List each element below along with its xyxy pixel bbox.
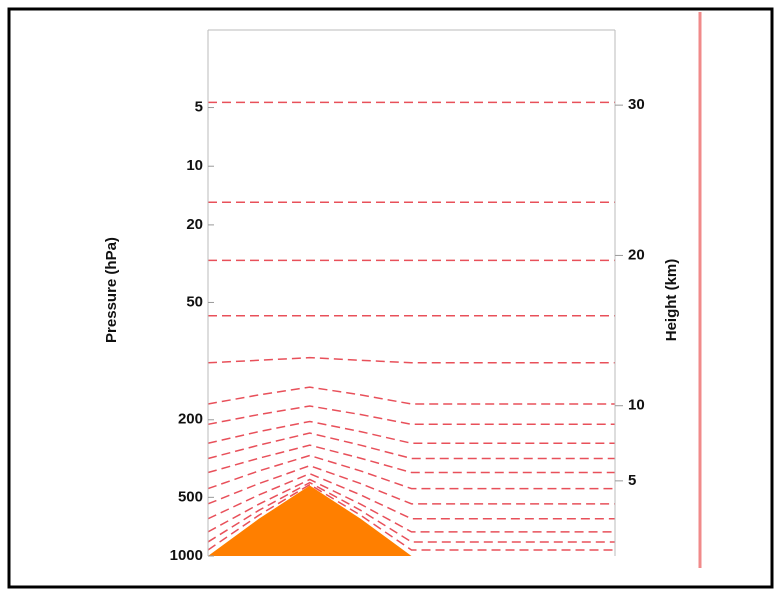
y-tick-label: 20 bbox=[186, 216, 203, 233]
terrain-area bbox=[208, 485, 615, 556]
level-line bbox=[207, 483, 615, 551]
y2-tick-label: 30 bbox=[628, 96, 645, 113]
level-line bbox=[207, 420, 615, 445]
y-tick-label: 1000 bbox=[170, 547, 203, 564]
level-line bbox=[207, 478, 615, 533]
y-tick-label: 50 bbox=[186, 293, 203, 310]
frame bbox=[7, 7, 774, 589]
level-line bbox=[207, 472, 615, 520]
level-line bbox=[207, 444, 615, 474]
level-line bbox=[207, 432, 615, 460]
level-line bbox=[207, 386, 615, 405]
y2-axis-label: Height (km) bbox=[663, 259, 680, 342]
y2-tick-label: 5 bbox=[628, 472, 636, 489]
y2-tick-label: 10 bbox=[628, 397, 645, 414]
level-line bbox=[207, 464, 615, 505]
y-tick-label: 5 bbox=[195, 99, 203, 116]
level-line bbox=[207, 454, 615, 490]
y-axis-label: Pressure (hPa) bbox=[103, 237, 120, 343]
level-line bbox=[207, 481, 615, 543]
y2-tick-label: 20 bbox=[628, 246, 645, 263]
level-line bbox=[207, 356, 615, 364]
y-tick-label: 10 bbox=[186, 157, 203, 174]
y-tick-label: 200 bbox=[178, 411, 203, 428]
y-tick-label: 500 bbox=[178, 488, 203, 505]
level-line bbox=[207, 405, 615, 426]
